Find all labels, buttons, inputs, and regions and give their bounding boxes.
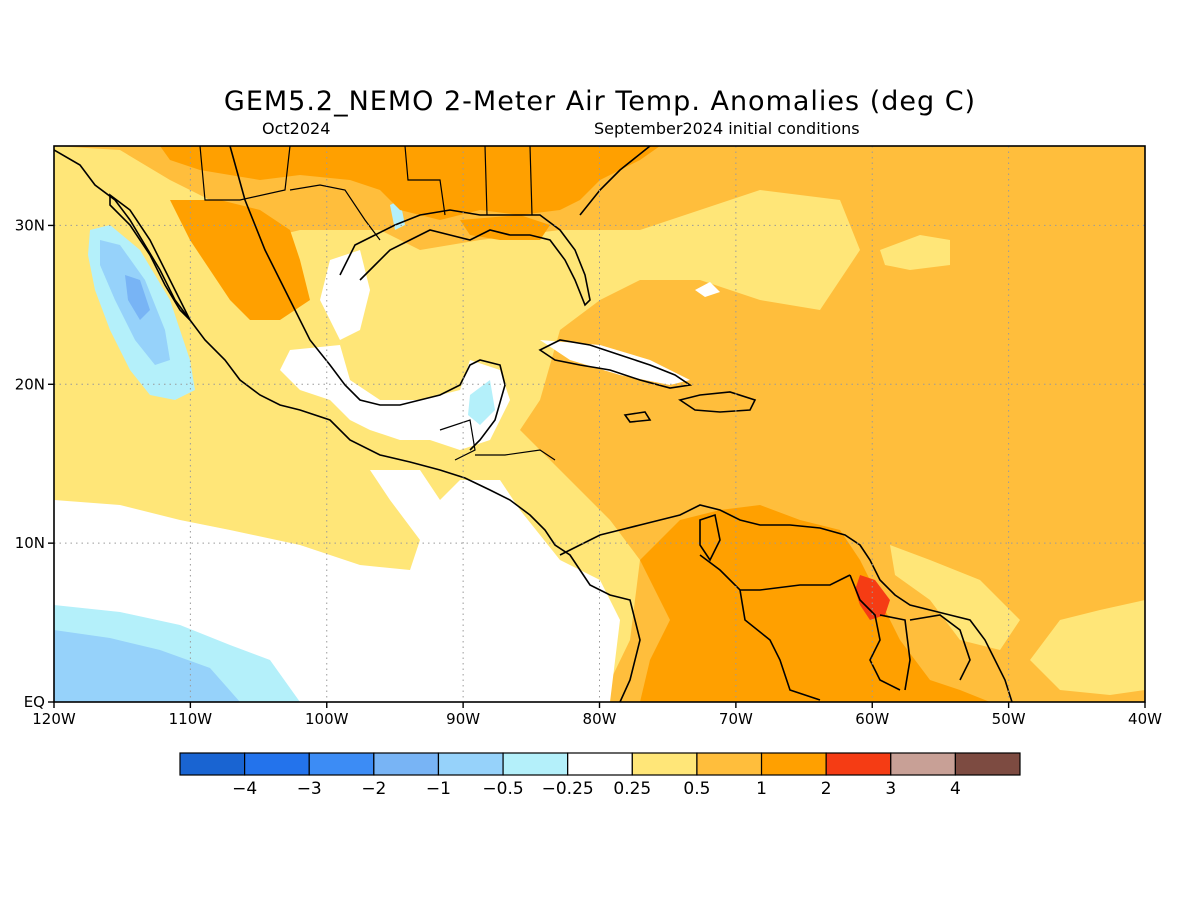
lon-tick-label: 100W [305,710,349,728]
lat-tick-label: 20N [15,375,45,393]
colorbar-label: 1 [756,779,767,799]
lat-tick-label: 30N [15,216,45,234]
colorbar-swatch [373,752,440,776]
colorbar-label: −4 [232,779,257,799]
coastlines [54,146,1013,702]
colorbar-label: −3 [297,779,322,799]
forecast-month-label: Oct2024 [262,119,331,138]
colorbar-swatch [567,752,633,776]
anomaly-region-cool [54,630,240,702]
lon-tick-label: 110W [169,710,213,728]
colorbar-swatch [890,752,956,776]
anomaly-region-neutral [320,250,370,340]
colorbar-swatch [437,752,504,776]
lon-tick-label: 120W [32,710,76,728]
anomaly-region-neutral [280,345,510,450]
anomaly-region-light [1030,600,1145,695]
colorbar-label: 3 [885,779,896,799]
colorbar-swatch [502,752,569,776]
lon-tick-label: 80W [583,710,617,728]
longitude-axis: 120W 110W 100W 90W 80W 70W 60W 50W 40W [32,702,1162,728]
colorbar-swatch [954,752,1021,776]
lon-tick-label: 50W [992,710,1026,728]
anomaly-region-light [54,400,120,500]
colorbar-swatch [696,752,763,776]
colorbar: −4 −3 −2 −1 −0.5 −0.25 0.25 0.5 1 2 3 4 [179,752,1021,799]
anomaly-region-cool-strong [125,275,150,320]
latitude-axis: EQ 10N 20N 30N [15,216,54,711]
colorbar-swatch [760,752,827,776]
gridlines [54,146,1145,702]
colorbar-label: 4 [950,779,961,799]
anomaly-region-light [890,545,1020,650]
colorbar-swatch [179,752,246,776]
colorbar-label: 2 [821,779,832,799]
anomaly-region-warm [160,146,660,220]
lat-tick-label: 10N [15,534,45,552]
anomaly-field [54,146,1145,702]
map-title: GEM5.2_NEMO 2-Meter Air Temp. Anomalies … [223,86,977,117]
colorbar-label: −2 [361,779,386,799]
lat-tick-label: EQ [24,693,45,711]
anomaly-region-cool-slight [468,380,495,425]
anomaly-region-warm [170,200,310,320]
lon-tick-label: 70W [719,710,753,728]
anomaly-region-light [880,235,950,270]
lon-tick-label: 40W [1128,710,1162,728]
lon-tick-label: 60W [855,710,889,728]
anomaly-region-neutral [695,282,720,297]
political-borders [199,146,556,461]
colorbar-swatch [244,752,310,776]
colorbar-label: −0.5 [482,779,523,799]
colorbar-label: 0.25 [613,779,651,799]
colorbar-label: −0.25 [542,779,594,799]
colorbar-swatch [825,752,892,776]
colorbar-label: −1 [426,779,451,799]
lon-tick-label: 90W [446,710,480,728]
anomaly-region-warm [640,505,990,702]
colorbar-label: 0.5 [683,779,710,799]
anomaly-region-neutral [540,340,690,385]
colorbar-swatch [631,752,698,776]
initial-conditions-label: September2024 initial conditions [594,119,860,138]
colorbar-swatch [308,752,375,776]
